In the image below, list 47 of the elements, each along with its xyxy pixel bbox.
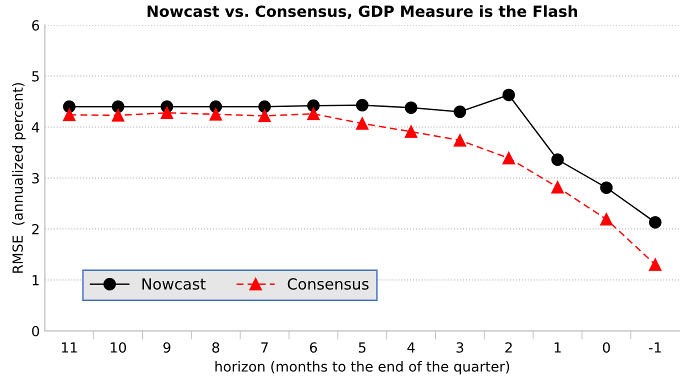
- x-axis-title: horizon (months to the end of the quarter): [215, 360, 510, 374]
- point: [454, 134, 466, 147]
- point: [600, 181, 613, 194]
- x-tick-label: 4: [407, 342, 415, 353]
- point: [454, 106, 466, 118]
- point: [356, 98, 368, 112]
- point: [63, 108, 76, 122]
- point: [502, 88, 515, 102]
- x-tick-label: 10: [110, 342, 126, 353]
- point: [551, 153, 564, 166]
- point: [502, 152, 515, 164]
- y-tick-label: 0: [32, 326, 40, 336]
- point: [258, 110, 271, 122]
- point: [160, 106, 174, 120]
- x-tick-label: 8: [212, 342, 220, 353]
- y-tick-label: 1: [32, 275, 39, 286]
- point: [404, 125, 418, 138]
- legend-label: Consensus: [288, 278, 369, 290]
- point: [404, 101, 418, 114]
- x-tick-label: 7: [261, 342, 268, 353]
- point: [307, 108, 320, 120]
- x-tick-label: 9: [163, 342, 170, 353]
- y-tick-label: 2: [32, 224, 39, 234]
- x-tick-label: 0: [602, 342, 610, 353]
- legend-label: Nowcast: [142, 278, 206, 290]
- x-tick-label: 1: [554, 342, 561, 353]
- point: [600, 213, 613, 226]
- y-axis-title: RMSE (annualized percent): [12, 83, 26, 273]
- x-tick-label: 5: [358, 342, 366, 353]
- point: [356, 117, 368, 130]
- x-tick-label: 2: [505, 342, 512, 353]
- x-tick-label: -1: [648, 342, 661, 353]
- x-tick-label: 11: [62, 342, 77, 353]
- point: [112, 109, 124, 122]
- point: [648, 216, 662, 229]
- point: [648, 258, 662, 271]
- y-tick-label: 4: [32, 122, 40, 132]
- x-tick-label: 3: [456, 342, 464, 353]
- point: [112, 100, 124, 113]
- point: [210, 108, 222, 121]
- x-tick-label: 6: [310, 342, 317, 353]
- point: [258, 100, 271, 113]
- y-tick-label: 6: [32, 20, 40, 31]
- point: [551, 180, 564, 194]
- y-tick-label: 5: [32, 71, 39, 82]
- chart-title: Nowcast vs. Consensus, GDP Measure is the Flash: [148, 5, 578, 19]
- y-tick-label: 3: [32, 172, 39, 184]
